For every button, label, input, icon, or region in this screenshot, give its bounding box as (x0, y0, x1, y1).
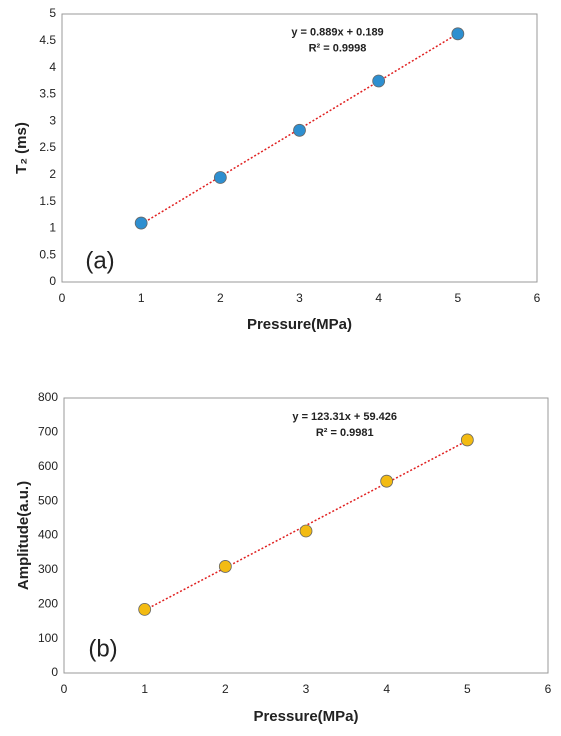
data-point (213, 171, 227, 184)
y-axis-title: T₂ (ms) (13, 122, 30, 174)
data-point (451, 27, 465, 41)
x-tick-label: 3 (303, 682, 310, 696)
trendline-equation: y = 0.889x + 0.189 (291, 27, 383, 39)
x-tick-label: 5 (454, 291, 461, 305)
x-tick-label: 1 (141, 682, 148, 696)
y-tick-label: 4.5 (39, 33, 56, 47)
y-tick-label: 600 (38, 459, 58, 473)
trendline (144, 439, 468, 611)
trendline-equation: y = 123.31x + 59.426 (292, 411, 397, 423)
data-point (134, 216, 148, 230)
y-tick-label: 300 (38, 562, 58, 576)
data-point (299, 524, 313, 538)
y-tick-label: 500 (38, 493, 58, 507)
x-tick-label: 5 (464, 682, 471, 696)
x-axis-title: Pressure(MPa) (247, 316, 352, 333)
x-tick-label: 3 (296, 291, 303, 305)
y-tick-label: 0 (51, 665, 58, 679)
y-tick-label: 800 (38, 390, 58, 404)
x-tick-label: 1 (138, 291, 145, 305)
y-tick-label: 2 (49, 167, 56, 181)
y-tick-label: 100 (38, 631, 58, 645)
x-tick-label: 4 (383, 682, 390, 696)
x-axis-title: Pressure(MPa) (253, 708, 358, 725)
x-tick-label: 2 (217, 291, 224, 305)
y-tick-label: 3.5 (39, 87, 56, 101)
x-tick-label: 6 (534, 291, 541, 305)
plot-area (63, 397, 549, 674)
trendline-r2: R² = 0.9981 (316, 427, 374, 439)
y-tick-label: 0.5 (39, 247, 56, 261)
y-tick-label: 3 (49, 113, 56, 127)
y-tick-label: 1 (49, 221, 56, 235)
y-tick-label: 700 (38, 425, 58, 439)
x-tick-label: 6 (545, 682, 552, 696)
x-tick-label: 4 (375, 291, 382, 305)
trendline-r2: R² = 0.9998 (309, 43, 367, 55)
y-tick-label: 0 (49, 274, 56, 288)
data-point (293, 123, 306, 137)
y-tick-label: 2.5 (39, 140, 56, 154)
data-point (372, 74, 386, 88)
y-axis-title: Amplitude(a.u.) (15, 481, 32, 590)
y-tick-label: 400 (38, 528, 58, 542)
x-tick-label: 0 (61, 682, 68, 696)
data-point (460, 433, 474, 447)
panel-label: (a) (85, 247, 114, 274)
data-point (380, 474, 394, 488)
data-point (138, 603, 152, 616)
panel-label: (b) (88, 635, 117, 662)
y-tick-label: 4 (49, 60, 56, 74)
data-point (218, 560, 232, 573)
x-tick-label: 0 (59, 291, 66, 305)
plot-area (61, 13, 538, 283)
y-tick-label: 200 (38, 596, 58, 610)
x-tick-label: 2 (222, 682, 229, 696)
y-tick-label: 5 (49, 6, 56, 20)
y-tick-label: 1.5 (39, 194, 56, 208)
